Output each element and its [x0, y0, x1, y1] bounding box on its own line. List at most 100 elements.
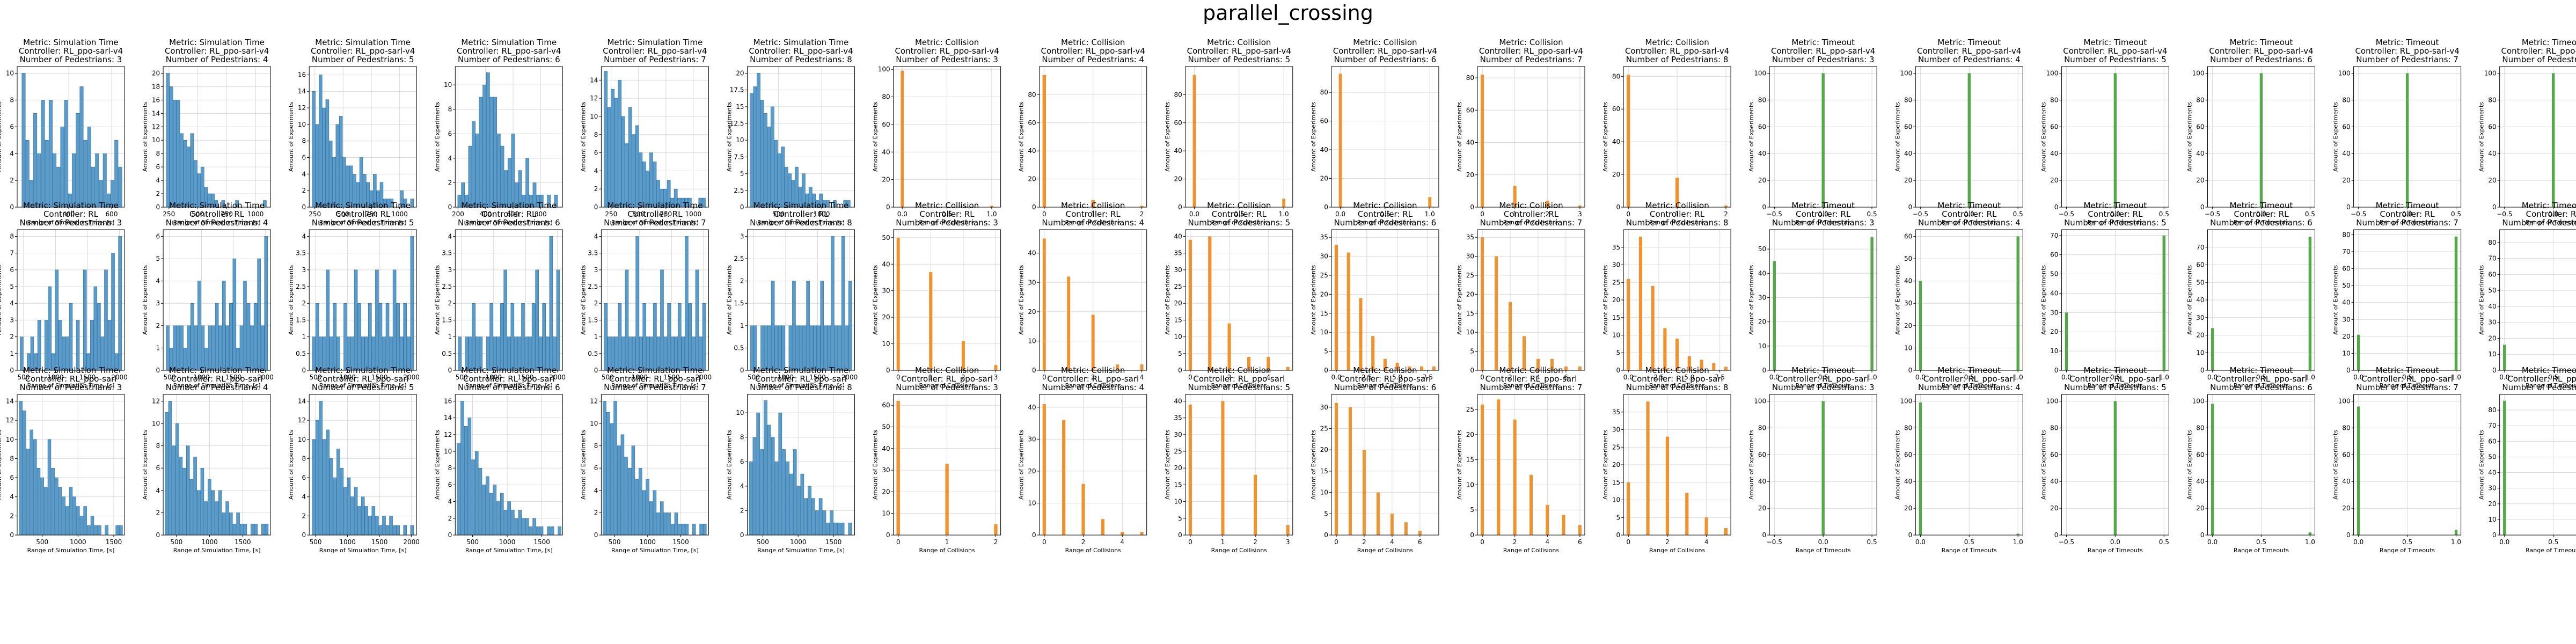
- y-tick-label: 4: [594, 487, 598, 494]
- y-tick-label: 80: [2488, 96, 2496, 104]
- y-tick-label: 5: [1178, 515, 1182, 522]
- histogram-bar: [764, 113, 767, 208]
- histogram-bar: [322, 107, 326, 208]
- histogram-bar: [1546, 200, 1549, 207]
- y-tick-label: 60: [1904, 123, 1912, 130]
- x-tick-label: 200: [452, 210, 464, 218]
- subplot: 0 20 40 60 80 100 −0.5 0.0 0.5 Range of Timeouts A…: [2332, 38, 2462, 226]
- y-tick-label: 30: [882, 466, 890, 474]
- y-tick-label: 5: [1616, 514, 1620, 521]
- subplot-title-line: Number of Pedestrians: 4: [1918, 383, 2021, 392]
- histogram-bar: [176, 325, 180, 371]
- histogram-bar: [118, 236, 122, 371]
- histogram-bar: [774, 462, 779, 536]
- histogram-bar: [486, 476, 489, 536]
- plot-frame: [1477, 394, 1585, 536]
- y-tick-label: 10: [2050, 347, 2058, 355]
- subplot-title-line: Controller: RL: [2526, 209, 2576, 219]
- y-tick-label: 0: [1324, 531, 1328, 539]
- y-tick-label: 5: [740, 170, 744, 178]
- histogram-bar: [26, 449, 30, 536]
- y-tick-label: 20: [1466, 171, 1474, 179]
- plot-frame: [17, 394, 125, 536]
- histogram-bar: [489, 493, 493, 536]
- x-tick-label: 750: [221, 210, 233, 218]
- histogram-bar: [335, 124, 340, 208]
- subplot-title-line: Metric: Timeout: [2522, 201, 2576, 210]
- x-tick-label: 1: [1513, 210, 1517, 218]
- histogram-bar: [822, 510, 826, 536]
- y-tick-label: 4: [302, 170, 306, 178]
- y-tick-label: 4: [740, 482, 744, 490]
- subplot: 0 20 40 60 80 100 0.0 0.5 1.0 Range of Timeouts Am…: [2186, 365, 2315, 554]
- y-tick-label: 80: [1904, 96, 1912, 104]
- y-tick-label: 20: [882, 488, 890, 495]
- histogram-bar: [1675, 339, 1679, 370]
- y-tick-label: 10: [2488, 516, 2496, 523]
- y-axis-label: Amount of Experiments: [2186, 265, 2193, 335]
- y-tick-label: 20: [1758, 177, 1766, 184]
- histogram-bar: [53, 153, 57, 208]
- histogram-bar: [767, 425, 771, 536]
- y-tick-label: 60: [1612, 105, 1620, 113]
- histogram-bar: [688, 303, 692, 371]
- y-tick-label: 3: [302, 266, 306, 274]
- histogram-bar: [848, 281, 852, 371]
- histogram-bar: [1724, 528, 1728, 535]
- histogram-bar: [1140, 206, 1144, 207]
- y-tick-label: 2: [156, 322, 160, 330]
- x-tick-label: 2: [1513, 538, 1517, 546]
- x-tick-label: 5.0: [1684, 374, 1694, 381]
- histogram-bar: [189, 479, 194, 536]
- y-tick-label: 80: [2342, 96, 2350, 104]
- y-tick-label: 10: [298, 121, 306, 128]
- subplot-title-line: Number of Pedestrians: 3: [20, 383, 122, 392]
- y-tick-label: 50: [2196, 279, 2204, 286]
- subplot-title-line: Controller: RL_ppo-sarl-v4: [749, 46, 853, 56]
- subplot-title-line: Controller: RL_ppo-sarl: [2069, 374, 2161, 384]
- subplot-title-line: Number of Pedestrians: 5: [2064, 218, 2167, 228]
- histogram-bar: [558, 526, 561, 536]
- y-tick-label: 10: [6, 436, 14, 443]
- y-axis-label: Amount of Experiments: [288, 430, 295, 500]
- histogram-bar: [250, 325, 254, 371]
- x-tick-label: 0.0: [1189, 210, 1199, 218]
- y-tick-label: 20: [2488, 334, 2496, 342]
- subplot-title-line: Metric: Timeout: [1791, 38, 1855, 47]
- y-tick-label: 0: [1616, 367, 1620, 374]
- y-tick-label: 0: [1470, 203, 1474, 211]
- histogram-bar: [340, 467, 344, 536]
- histogram-bar: [617, 445, 621, 536]
- histogram-bar: [702, 303, 706, 371]
- subplot-title-line: Metric: Timeout: [2376, 38, 2439, 47]
- histogram-bar: [500, 303, 504, 371]
- plot-frame: [2499, 229, 2576, 371]
- histogram-bar: [1564, 366, 1568, 370]
- histogram-bar: [2211, 328, 2214, 370]
- histogram-bar: [639, 152, 643, 208]
- x-tick-label: 1500: [371, 374, 388, 381]
- y-axis-label: Amount of Experiments: [2332, 265, 2339, 335]
- x-tick-label: 4: [1545, 538, 1549, 546]
- histogram-bar: [115, 525, 119, 536]
- x-axis-label: Range of Timeouts: [2380, 219, 2435, 226]
- histogram-bar: [62, 496, 65, 536]
- y-tick-label: 10: [444, 81, 452, 89]
- y-tick-label: 8: [156, 442, 160, 450]
- subplot-title-line: Number of Pedestrians: 4: [166, 55, 268, 64]
- y-tick-label: 0: [2492, 367, 2497, 374]
- histogram-bar: [475, 134, 479, 208]
- subplot-title-line: Number of Pedestrians: 7: [2356, 55, 2458, 64]
- histogram-bar: [621, 116, 625, 208]
- x-tick-label: 0: [1042, 374, 1046, 381]
- x-axis-label: Range of Timeouts: [1796, 219, 1851, 226]
- y-tick-label: 10: [2342, 349, 2350, 357]
- histogram-bar: [326, 429, 330, 536]
- histogram-bar: [1919, 281, 1922, 370]
- histogram-bar: [55, 269, 59, 371]
- subplot-title-line: Number of Pedestrians: 6: [458, 55, 560, 64]
- plot-frame: [163, 394, 271, 536]
- subplot-title-line: Controller: RL: [1942, 209, 1997, 219]
